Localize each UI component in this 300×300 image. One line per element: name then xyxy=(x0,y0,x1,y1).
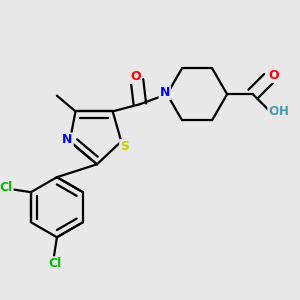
Text: O: O xyxy=(268,105,279,118)
Text: Cl: Cl xyxy=(0,181,13,194)
Text: N: N xyxy=(62,134,73,146)
Text: H: H xyxy=(279,105,289,118)
Text: Cl: Cl xyxy=(49,257,62,270)
Text: O: O xyxy=(130,70,141,83)
Text: N: N xyxy=(160,86,170,99)
Text: O: O xyxy=(268,69,279,82)
Text: S: S xyxy=(120,140,129,153)
